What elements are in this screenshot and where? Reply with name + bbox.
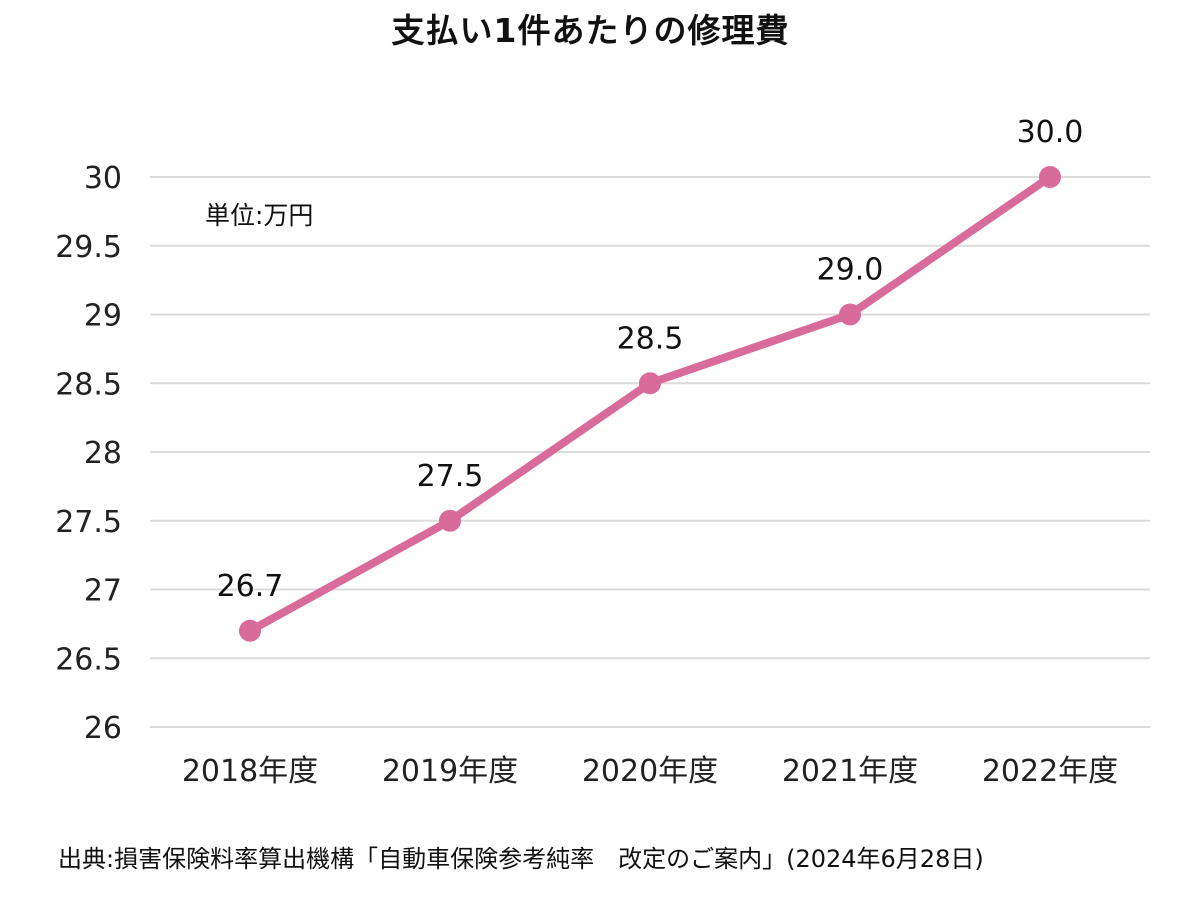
y-tick-label: 28 <box>84 436 122 471</box>
y-tick-label: 29 <box>84 299 122 334</box>
y-tick-label: 26 <box>84 711 122 746</box>
y-tick-label: 29.5 <box>55 230 122 265</box>
source-note: 出典:損害保険料率算出機構「自動車保険参考純率 改定のご案内」(2024年6月2… <box>58 845 984 873</box>
data-labels: 26.7 27.5 28.5 29.0 30.0 <box>217 115 1084 604</box>
data-point <box>1039 166 1061 188</box>
data-point <box>639 372 661 395</box>
data-point <box>439 509 461 532</box>
data-points <box>239 166 1061 642</box>
data-label: 29.0 <box>817 253 884 288</box>
x-axis-ticks: 2018年度 2019年度 2020年度 2021年度 2022年度 <box>182 754 1118 789</box>
x-tick-label: 2021年度 <box>782 754 918 789</box>
x-tick-label: 2019年度 <box>382 754 518 789</box>
data-label: 28.5 <box>617 321 684 356</box>
chart-title: 支払い1件あたりの修理費 <box>391 11 790 50</box>
y-axis-ticks: 26 26.5 27 27.5 28 28.5 29 29.5 30 <box>55 161 122 746</box>
y-tick-label: 27 <box>84 574 122 609</box>
x-tick-label: 2022年度 <box>982 754 1118 789</box>
y-tick-label: 28.5 <box>55 367 122 402</box>
x-tick-label: 2020年度 <box>582 754 718 789</box>
y-tick-label: 27.5 <box>55 505 122 540</box>
y-tick-label: 26.5 <box>55 642 122 677</box>
unit-note: 単位:万円 <box>205 201 313 230</box>
gridlines <box>150 176 1150 728</box>
y-tick-label: 30 <box>84 161 122 196</box>
data-point <box>839 303 861 326</box>
data-label: 30.0 <box>1017 115 1084 150</box>
data-point <box>239 619 261 642</box>
data-label: 27.5 <box>417 459 484 494</box>
x-tick-label: 2018年度 <box>182 754 318 789</box>
data-label: 26.7 <box>217 569 284 604</box>
